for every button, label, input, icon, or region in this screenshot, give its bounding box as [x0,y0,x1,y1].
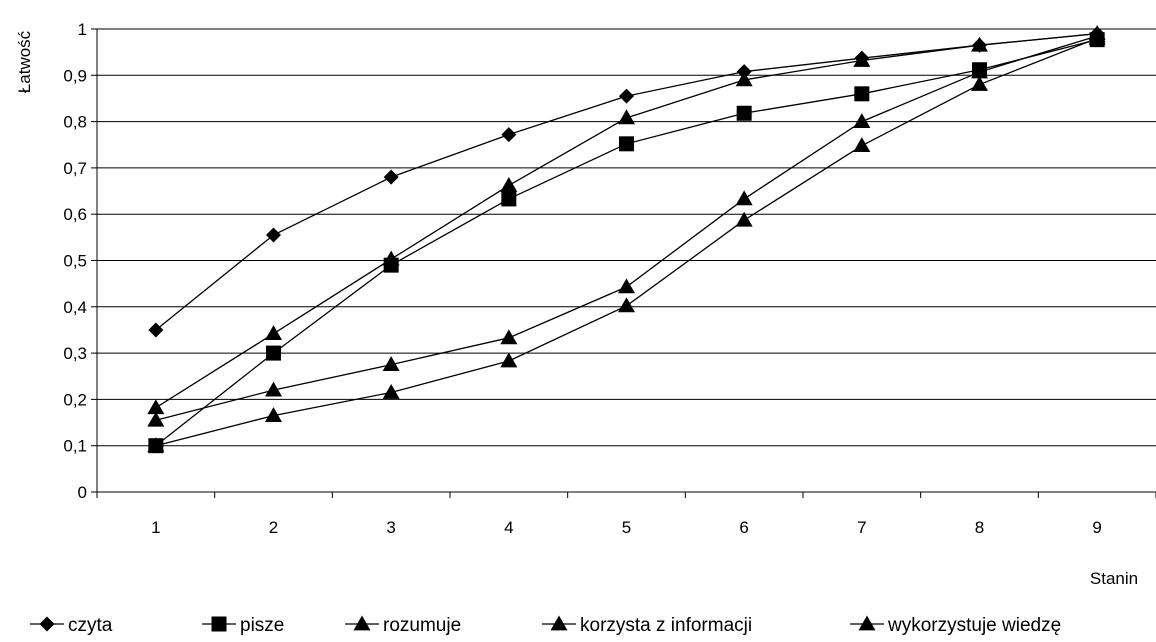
y-tick-label: 0,1 [63,437,87,456]
data-point [619,88,634,104]
data-point [618,109,635,125]
data-point [971,63,988,79]
y-tick-label: 0,2 [63,390,87,409]
x-tick-label: 6 [739,518,748,537]
data-point [382,383,400,399]
data-point [382,250,400,266]
data-point [853,51,871,67]
data-point [854,86,870,102]
data-point [735,190,753,206]
x-tick-label: 7 [857,518,866,537]
x-tick-label: 5 [622,518,631,537]
data-point [1088,29,1106,45]
legend-item: wykorzystuje wiedzę [850,615,1061,636]
x-tick-label: 2 [269,518,278,537]
data-point [147,411,165,427]
y-tick-labels: 0 0,1 0,2 0,3 0,4 0,5 0,6 0,7 0,8 0,9 1 [63,20,87,502]
legend-item: rozumuje [345,615,461,636]
data-point [735,211,753,227]
series-5 [147,29,1106,453]
legend-item: pisze [202,615,284,636]
legend-marker [550,615,568,631]
legend-marker [211,616,227,632]
axes [91,28,1156,498]
x-tick-labels: 1 2 3 4 5 6 7 8 9 [151,518,1102,537]
x-tick-label: 4 [504,518,513,537]
legend-label: wykorzystuje wiedzę [887,615,1061,636]
x-tick-label: 1 [151,518,160,537]
y-tick-label: 0,6 [63,205,87,224]
data-point [618,297,635,313]
y-tick-label: 0,8 [63,113,87,132]
legend: czyta pisze rozumuje korzysta z informacji w… [30,615,1061,636]
data-point [265,325,282,341]
y-axis-title: Łatwość [15,30,34,93]
y-tick-label: 0,3 [63,344,87,363]
data-point [266,345,281,361]
legend-marker [353,615,371,631]
data-point [265,381,282,397]
legend-label: korzysta z informacji [580,615,752,636]
x-axis-title: Stanin [1090,569,1138,588]
legend-label: rozumuje [383,615,461,636]
y-tick-label: 0,5 [63,252,87,271]
series-3 [147,25,1106,415]
y-tick-label: 0,4 [63,298,87,317]
data-point [383,169,399,185]
data-point [853,137,871,153]
legend-label: czyta [68,615,113,636]
legend-marker [858,615,876,631]
y-tick-label: 1 [78,20,87,39]
data-point [500,352,518,368]
data-point [266,227,281,243]
x-tick-label: 3 [386,518,395,537]
data-point [735,71,753,87]
data-point [501,191,517,207]
data-point [736,105,752,121]
y-tick-label: 0,9 [63,66,87,85]
data-point [500,329,518,345]
legend-item: czyta [30,615,113,636]
data-point [853,113,871,128]
data-point [971,76,988,91]
series-group [147,25,1106,454]
data-point [148,322,164,338]
x-tick-label: 9 [1092,518,1101,537]
data-point [501,127,517,143]
legend-marker [39,616,55,632]
data-point [147,399,165,415]
legend-label: pisze [240,615,284,636]
x-tick-label: 8 [975,518,984,537]
y-tick-label: 0 [78,483,87,502]
data-point [382,356,400,372]
data-point [500,176,518,192]
data-point [265,407,282,422]
data-point [971,36,988,52]
data-point [147,437,165,453]
data-point [619,136,634,152]
data-point [618,278,635,294]
y-tick-label: 0,7 [63,159,87,178]
legend-item: korzysta z informacji [542,615,752,636]
